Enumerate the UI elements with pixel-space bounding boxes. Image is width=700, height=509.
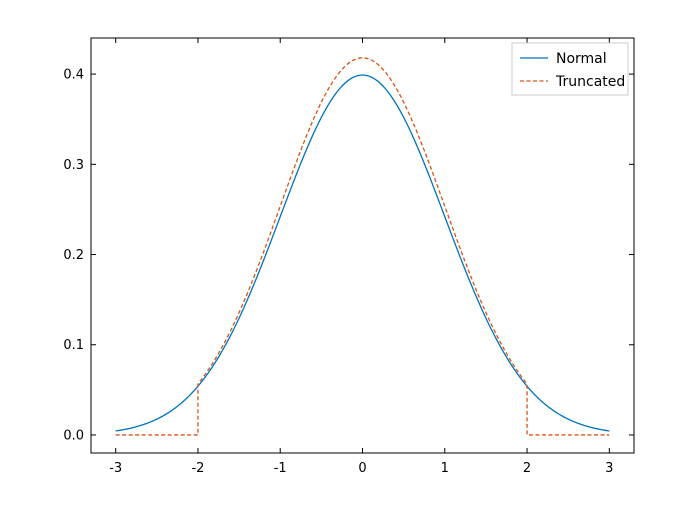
- y-tick-label: 0.4: [63, 68, 84, 83]
- y-tick-label: 0.0: [63, 428, 84, 443]
- legend-box: [511, 42, 629, 96]
- legend: Normal Truncated: [511, 42, 629, 96]
- x-tick-label: -2: [191, 461, 204, 476]
- x-tick-label: -1: [274, 461, 287, 476]
- y-tick-label: 0.3: [63, 158, 84, 173]
- x-tick-label: 0: [358, 461, 366, 476]
- y-tick-label: 0.1: [63, 338, 84, 353]
- x-tick-label: 2: [523, 461, 531, 476]
- legend-label-truncated: Truncated: [555, 74, 625, 90]
- legend-label-normal: Normal: [556, 51, 607, 67]
- x-tick-label: 1: [441, 461, 449, 476]
- y-tick-label: 0.2: [63, 248, 84, 263]
- series-lines: [115, 57, 610, 436]
- axes: -3 -2 -1 0 1 2 3 0.0 0.1 0.2 0.3 0.4: [63, 37, 635, 476]
- x-tick-label: -3: [109, 461, 122, 476]
- x-tick-label: 3: [605, 461, 613, 476]
- series-line-truncated: [115, 57, 610, 436]
